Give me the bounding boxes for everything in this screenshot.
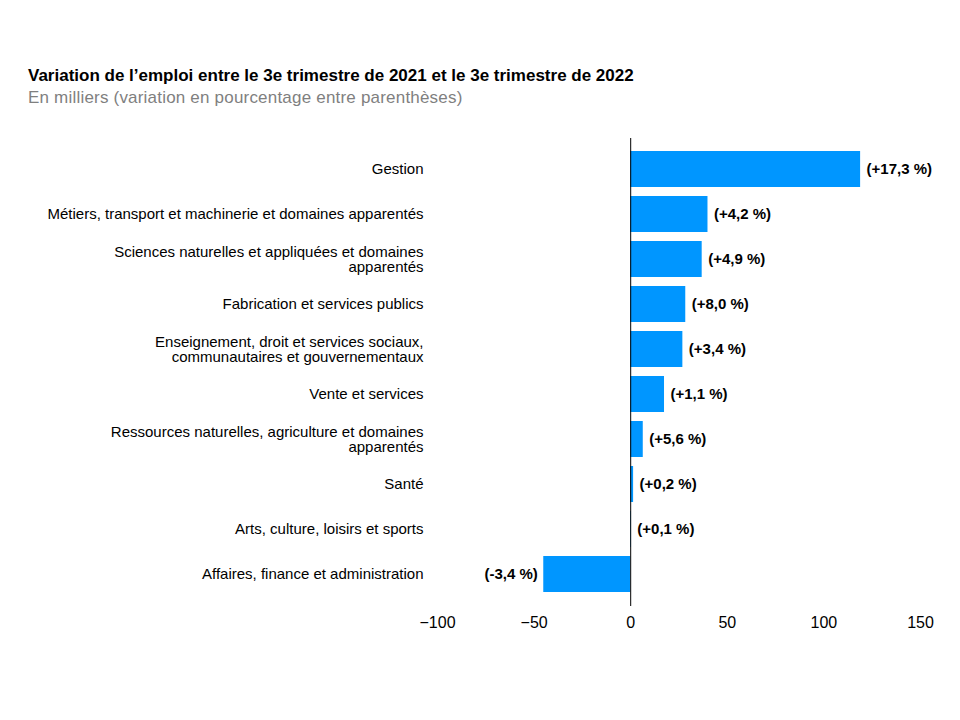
svg-text:(+0,1 %): (+0,1 %) bbox=[637, 520, 694, 537]
svg-text:(+1,1 %): (+1,1 %) bbox=[671, 385, 728, 402]
svg-text:(+4,2 %): (+4,2 %) bbox=[714, 205, 771, 222]
svg-text:100: 100 bbox=[811, 614, 838, 631]
svg-text:Sciences naturelles et appliqu: Sciences naturelles et appliquées et dom… bbox=[114, 243, 423, 275]
svg-text:(+3,4 %): (+3,4 %) bbox=[689, 340, 746, 357]
svg-text:Gestion: Gestion bbox=[372, 160, 424, 177]
svg-text:Santé: Santé bbox=[384, 475, 423, 492]
svg-text:Arts, culture, loisirs et spor: Arts, culture, loisirs et sports bbox=[235, 520, 423, 537]
svg-text:(+0,2 %): (+0,2 %) bbox=[640, 475, 697, 492]
svg-text:(+8,0 %): (+8,0 %) bbox=[692, 295, 749, 312]
svg-text:Affaires, finance et administr: Affaires, finance et administration bbox=[202, 565, 424, 582]
html-text:Variation de l’emploi entre le: Variation de l’emploi entre le 3e trimes… bbox=[28, 66, 634, 85]
svg-text:Vente et services: Vente et services bbox=[309, 385, 423, 402]
svg-text:−100: −100 bbox=[419, 614, 455, 631]
svg-text:(+5,6 %): (+5,6 %) bbox=[649, 430, 706, 447]
html-text:En milliers (variation en pour: En milliers (variation en pourcentage en… bbox=[28, 88, 463, 107]
svg-text:50: 50 bbox=[718, 614, 736, 631]
svg-text:(+17,3 %): (+17,3 %) bbox=[867, 160, 932, 177]
svg-text:0: 0 bbox=[626, 614, 635, 631]
svg-text:Fabrication et services public: Fabrication et services publics bbox=[223, 295, 424, 312]
svg-text:(+4,9 %): (+4,9 %) bbox=[708, 250, 765, 267]
svg-text:Métiers, transport et machiner: Métiers, transport et machinerie et doma… bbox=[47, 205, 423, 222]
svg-text:−50: −50 bbox=[521, 614, 548, 631]
svg-text:Ressources naturelles, agricul: Ressources naturelles, agriculture et do… bbox=[111, 423, 424, 455]
svg-text:(-3,4 %): (-3,4 %) bbox=[484, 565, 537, 582]
svg-text:Enseignement, droit et service: Enseignement, droit et services sociaux,… bbox=[155, 333, 424, 365]
svg-text:150: 150 bbox=[907, 614, 934, 631]
